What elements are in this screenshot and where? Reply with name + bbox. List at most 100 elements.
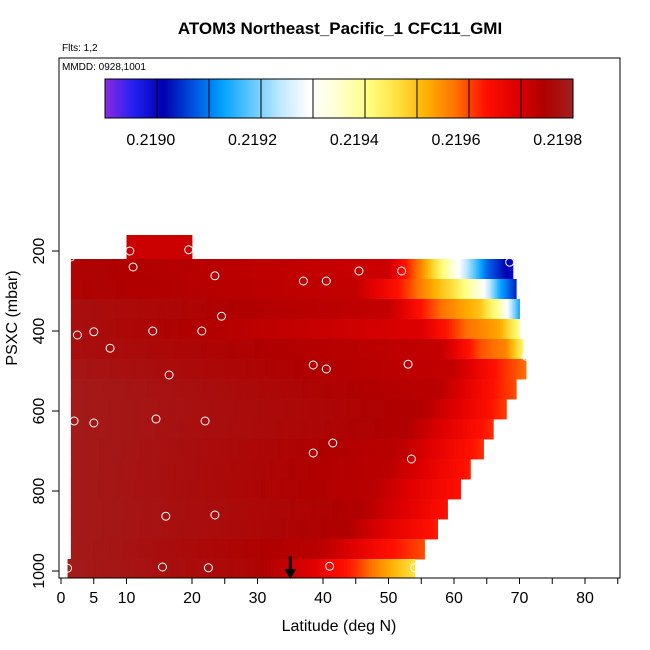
- heatmap-cell: [264, 419, 267, 440]
- heatmap-cell: [141, 399, 144, 420]
- heatmap-cell: [406, 479, 409, 500]
- heatmap-cell: [337, 359, 340, 380]
- heatmap-cell: [450, 379, 453, 400]
- heatmap-cell: [430, 419, 433, 440]
- heatmap-cell: [219, 499, 222, 520]
- heatmap-cell: [193, 559, 196, 578]
- heatmap-cell: [162, 559, 164, 578]
- heatmap-cell: [346, 519, 349, 540]
- heatmap-cell: [141, 559, 143, 578]
- heatmap-cell: [105, 519, 108, 540]
- heatmap-cell: [454, 359, 457, 380]
- heatmap-cell: [469, 359, 472, 380]
- heatmap-cell: [375, 319, 378, 340]
- heatmap-cell: [231, 439, 234, 460]
- heatmap-cell: [466, 379, 469, 400]
- heatmap-cell: [405, 499, 408, 520]
- heatmap-cell: [283, 359, 286, 380]
- heatmap-cell: [150, 459, 153, 480]
- heatmap-cell: [349, 499, 352, 520]
- heatmap-cell: [417, 479, 420, 500]
- y-tick-label: 800: [31, 478, 48, 505]
- heatmap-cell: [195, 259, 198, 280]
- heatmap-cell: [252, 479, 255, 500]
- heatmap-cell: [114, 399, 117, 420]
- heatmap-cell: [181, 319, 184, 340]
- heatmap-cell: [418, 379, 421, 400]
- heatmap-cell: [379, 539, 382, 560]
- heatmap-cell: [216, 359, 219, 380]
- heatmap-cell: [235, 499, 238, 520]
- heatmap-cell: [232, 279, 235, 300]
- heatmap-cell: [465, 399, 468, 420]
- heatmap-cell: [279, 479, 282, 500]
- heatmap-cell: [196, 279, 199, 300]
- heatmap-cell: [478, 259, 481, 280]
- heatmap-cell: [168, 559, 170, 578]
- heatmap-cell: [181, 379, 184, 400]
- heatmap-cell: [217, 319, 220, 340]
- heatmap-cell: [258, 439, 261, 460]
- heatmap-cell: [177, 539, 180, 560]
- heatmap-cell: [393, 539, 396, 560]
- heatmap-cell: [246, 559, 248, 578]
- heatmap-cell: [444, 359, 447, 380]
- heatmap-cell: [312, 379, 315, 400]
- heatmap-cell: [453, 399, 456, 420]
- heatmap-cell: [504, 399, 507, 420]
- heatmap-cell: [172, 339, 175, 360]
- heatmap-cell: [166, 339, 169, 360]
- heatmap-cell: [427, 399, 430, 420]
- heatmap-cell: [286, 399, 289, 420]
- heatmap-cell: [450, 319, 453, 340]
- heatmap-cell: [345, 439, 348, 460]
- heatmap-cell: [253, 359, 256, 380]
- heatmap-cell: [258, 479, 261, 500]
- heatmap-cell: [126, 259, 129, 280]
- heatmap-cell: [259, 419, 262, 440]
- heatmap-cell: [85, 519, 88, 540]
- heatmap-cell: [396, 539, 399, 560]
- heatmap-cell: [241, 279, 244, 300]
- heatmap-cell: [436, 399, 439, 420]
- heatmap-cell: [214, 499, 217, 520]
- heatmap-cell: [465, 259, 468, 280]
- heatmap-cell: [393, 359, 396, 380]
- heatmap-cell: [133, 439, 136, 460]
- heatmap-cell: [184, 339, 187, 360]
- heatmap-cell: [114, 499, 117, 520]
- heatmap-cell: [244, 499, 247, 520]
- heatmap-cell: [487, 399, 490, 420]
- heatmap-cell: [316, 379, 319, 400]
- heatmap-cell: [508, 279, 511, 300]
- heatmap-cell: [144, 519, 147, 540]
- heatmap-cell: [73, 399, 76, 420]
- heatmap-cell: [255, 419, 258, 440]
- heatmap-cell: [384, 339, 387, 360]
- heatmap-cell: [367, 479, 370, 500]
- heatmap-cell: [340, 299, 343, 320]
- heatmap-cell: [373, 279, 376, 300]
- heatmap-cell: [477, 419, 480, 440]
- heatmap-cell: [229, 339, 232, 360]
- heatmap-cell: [81, 559, 83, 578]
- heatmap-cell: [222, 339, 225, 360]
- heatmap-cell: [294, 299, 297, 320]
- heatmap-cell: [79, 559, 82, 578]
- heatmap-cell: [180, 419, 183, 440]
- heatmap-cell: [405, 539, 408, 560]
- heatmap-cell: [234, 399, 237, 420]
- heatmap-cell: [364, 519, 367, 540]
- heatmap-cell: [70, 479, 73, 500]
- heatmap-cell: [411, 359, 414, 380]
- heatmap-cell: [90, 319, 93, 340]
- heatmap-cell: [201, 479, 204, 500]
- heatmap-cell: [357, 379, 360, 400]
- heatmap-cell: [154, 479, 157, 500]
- heatmap-cell: [150, 319, 153, 340]
- heatmap-cell: [186, 539, 189, 560]
- heatmap-cell: [208, 459, 211, 480]
- heatmap-cell: [403, 259, 406, 280]
- heatmap-cell: [310, 499, 313, 520]
- heatmap-cell: [309, 299, 312, 320]
